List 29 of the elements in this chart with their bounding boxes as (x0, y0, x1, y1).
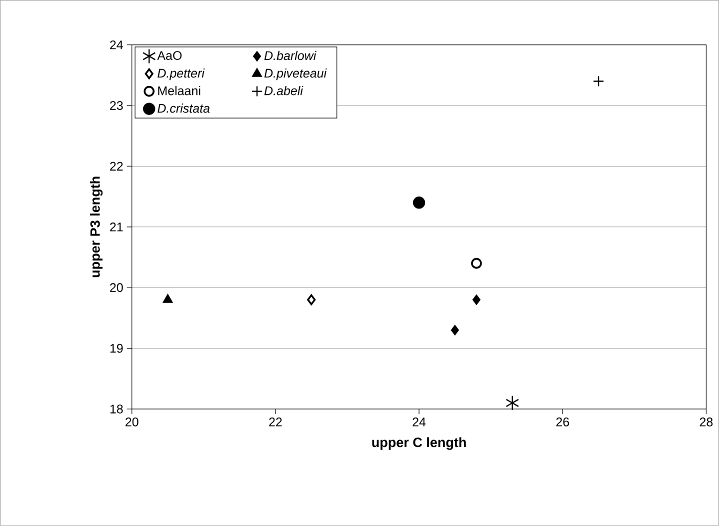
legend-label: D.petteri (158, 68, 205, 80)
point (412, 196, 426, 209)
point (307, 294, 316, 306)
point (162, 294, 173, 303)
y-tick-label: 22 (110, 162, 123, 171)
x-tick-label: 22 (269, 418, 282, 426)
y-tick-label: 18 (110, 404, 123, 414)
y-tick-label: 21 (110, 222, 123, 232)
y-axis-title: upper P3 length (90, 176, 103, 278)
legend-label: D.barlowi (264, 50, 316, 60)
point (450, 325, 459, 336)
point (506, 395, 520, 411)
point (471, 258, 482, 269)
legend-label: Melaani (158, 86, 200, 96)
legend-label: D.cristata (158, 104, 210, 113)
legend-label: AaO (157, 51, 182, 60)
legend-label: D.abeli (264, 86, 304, 96)
point (472, 294, 480, 305)
y-tick-label: 19 (110, 344, 123, 353)
x-tick-label: 20 (126, 418, 138, 426)
x-tick-label: 28 (700, 418, 713, 426)
legend-label: D.piveteaui (264, 68, 327, 80)
y-tick-label: 24 (110, 40, 123, 50)
x-axis-title: upper C length (372, 437, 466, 450)
y-tick-label: 20 (110, 283, 123, 292)
x-tick-label: 24 (412, 418, 426, 426)
y-tick-label: 23 (110, 101, 123, 110)
point (592, 76, 604, 87)
x-tick-label: 26 (556, 418, 570, 426)
